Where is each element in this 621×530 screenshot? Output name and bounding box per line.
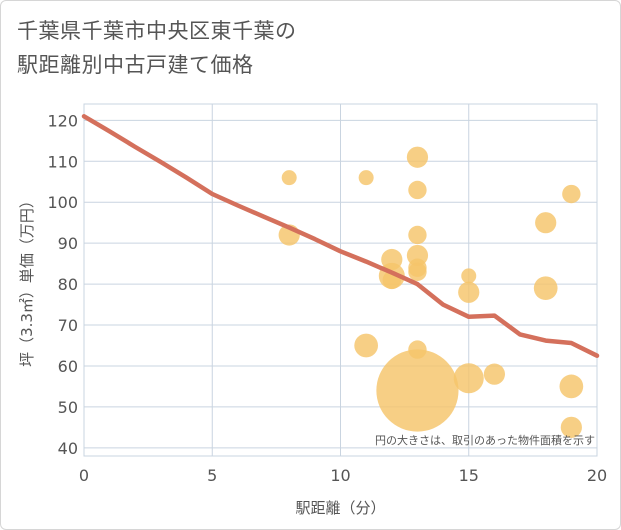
trend-line-layer	[81, 114, 600, 358]
y-tick-label: 120	[47, 111, 78, 130]
y-tick-label: 50	[58, 398, 78, 417]
chart-title-line1: 千葉県千葉市中央区東千葉の	[17, 19, 297, 43]
data-bubble	[458, 281, 480, 303]
x-tick-label: 0	[79, 466, 89, 485]
data-bubble	[533, 276, 558, 301]
y-tick-label: 110	[47, 152, 78, 171]
y-tick-label: 80	[58, 275, 78, 294]
data-bubble	[535, 212, 557, 234]
data-bubble	[562, 184, 581, 204]
chart-title: 千葉県千葉市中央区東千葉の 駅距離別中古戸建て価格	[17, 14, 297, 82]
data-bubble	[559, 374, 584, 399]
y-tick-labels: 40 50 60 70 80 90 100 110 120	[47, 111, 78, 457]
x-tick-label: 20	[587, 466, 607, 485]
grid-lines	[83, 103, 598, 457]
data-bubble	[461, 268, 477, 284]
data-bubble	[281, 170, 297, 186]
data-bubble	[358, 170, 374, 186]
x-tick-label: 10	[330, 466, 350, 485]
data-bubble	[406, 146, 429, 168]
data-bubble	[408, 225, 427, 245]
data-bubble	[354, 333, 379, 358]
y-tick-label: 60	[58, 357, 78, 376]
x-tick-labels: 0 5 10 15 20	[79, 466, 607, 485]
size-note: 円の大きさは、取引のあった物件面積を示す	[375, 433, 595, 447]
data-bubble	[408, 180, 427, 200]
data-bubble	[453, 363, 484, 394]
y-tick-label: 90	[58, 234, 78, 253]
data-bubble	[483, 363, 506, 385]
data-bubble	[408, 262, 427, 281]
y-tick-label: 40	[58, 439, 78, 458]
y-axis-label: 坪（3.3㎡）単価（万円）	[18, 193, 36, 367]
y-tick-label: 70	[58, 316, 78, 335]
x-tick-label: 5	[207, 466, 217, 485]
x-axis-label: 駅距離（分）	[295, 499, 385, 517]
trend-line	[81, 114, 600, 358]
bubble-layer	[278, 146, 584, 438]
x-tick-label: 15	[459, 466, 479, 485]
chart-title-line2: 駅距離別中古戸建て価格	[17, 53, 254, 77]
y-tick-label: 100	[47, 193, 78, 212]
data-bubble	[560, 416, 582, 438]
data-bubble	[376, 349, 459, 432]
